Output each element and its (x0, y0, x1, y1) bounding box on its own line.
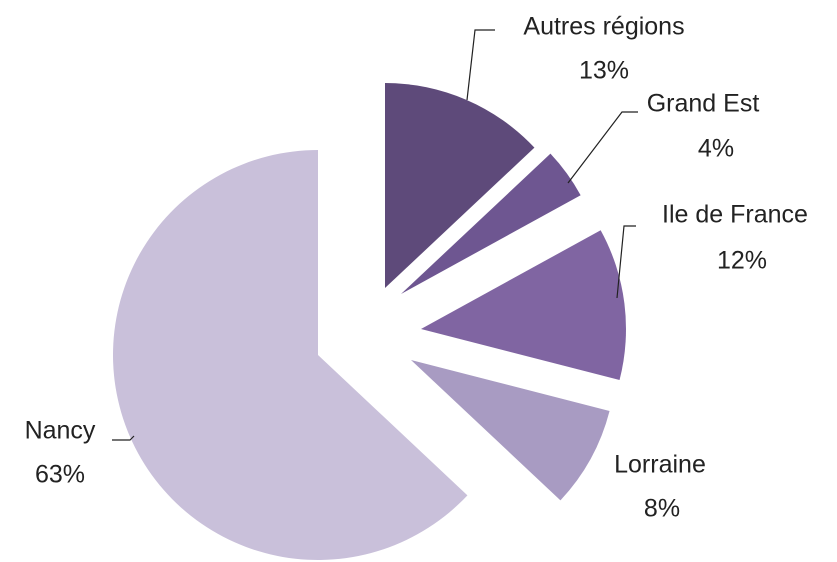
slice-value-label: 13% (579, 57, 629, 85)
pie-slice (385, 83, 535, 288)
slice-label: Nancy (25, 417, 96, 445)
slice-label: Lorraine (614, 451, 706, 479)
slice-label: Autres régions (523, 13, 684, 41)
slice-label: Ile de France (662, 201, 808, 229)
slice-value-label: 12% (717, 247, 767, 275)
leader-line (466, 29, 495, 101)
leader-line (112, 435, 135, 441)
slice-label: Grand Est (647, 90, 760, 118)
pie-slice (411, 360, 610, 501)
pie-slice (112, 150, 468, 560)
slice-value-label: 4% (698, 135, 734, 163)
slice-value-label: 63% (35, 461, 85, 489)
pie-slice (421, 230, 626, 380)
pie-slice (401, 153, 581, 294)
leader-line (616, 225, 636, 299)
slice-value-label: 8% (644, 495, 680, 523)
leader-line (567, 111, 638, 184)
